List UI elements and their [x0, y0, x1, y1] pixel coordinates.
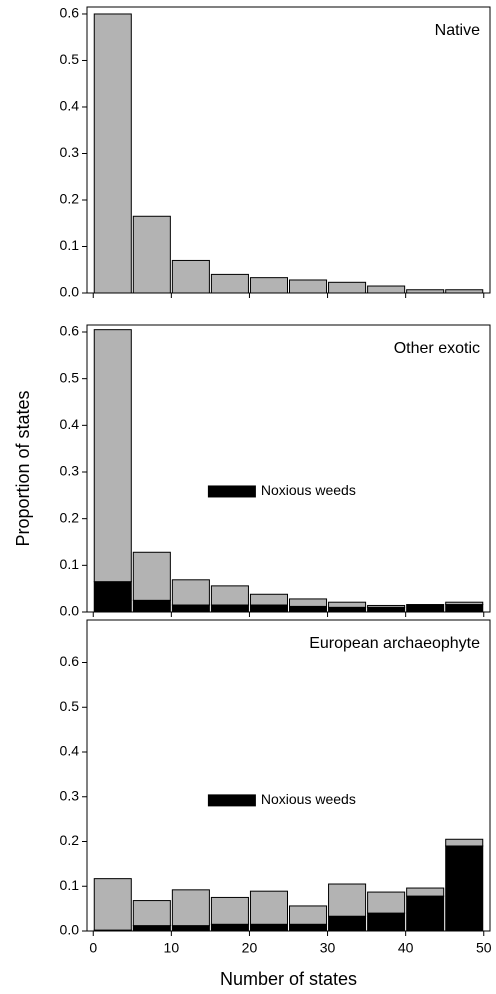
x-tick-label: 50 — [476, 940, 492, 956]
y-tick-label: 0.4 — [60, 98, 80, 114]
y-tick-label: 0.6 — [60, 5, 80, 21]
bar — [171, 579, 210, 606]
bar — [367, 285, 406, 294]
y-tick-label: 0.1 — [60, 877, 80, 893]
y-tick-label: 0.3 — [60, 787, 80, 803]
plot-frame — [86, 6, 491, 294]
panel-label: European archaeophyte — [309, 635, 480, 652]
x-tick-label: 30 — [320, 940, 336, 956]
bar — [210, 273, 249, 294]
y-tick-label: 0.3 — [60, 463, 80, 479]
x-axis-label: Number of states — [220, 969, 357, 989]
panel-label: Other exotic — [394, 340, 480, 357]
bar — [249, 593, 289, 606]
y-tick-label: 0.5 — [60, 51, 80, 67]
legend-label: Noxious weeds — [261, 482, 356, 498]
bar — [132, 599, 171, 613]
y-tick-label: 0.0 — [60, 922, 80, 938]
y-tick-label: 0.2 — [60, 832, 80, 848]
bar — [93, 581, 132, 613]
bar — [289, 923, 328, 932]
bar — [93, 13, 132, 294]
legend-swatch — [207, 794, 256, 807]
bar — [210, 585, 249, 606]
bar — [328, 281, 367, 294]
bar — [249, 604, 289, 613]
bar — [249, 277, 289, 294]
plot-frame — [86, 619, 491, 932]
bar — [210, 923, 249, 932]
legend-swatch — [207, 485, 256, 498]
bar — [328, 915, 367, 932]
plot-frame — [86, 324, 491, 613]
y-tick-label: 0.6 — [60, 653, 80, 669]
bar — [367, 606, 406, 613]
bar — [328, 606, 367, 613]
bar — [210, 896, 249, 925]
bar — [171, 925, 210, 932]
x-tick-label: 20 — [242, 940, 258, 956]
bar — [328, 883, 367, 917]
bar — [289, 279, 328, 294]
bar — [328, 601, 367, 608]
bar — [171, 259, 210, 294]
bar — [132, 215, 171, 294]
bar — [93, 878, 132, 931]
panel-label: Native — [435, 22, 480, 39]
y-tick-label: 0.1 — [60, 556, 80, 572]
bar — [406, 895, 445, 932]
y-tick-label: 0.5 — [60, 698, 80, 714]
bar — [445, 845, 484, 932]
legend-label: Noxious weeds — [261, 791, 356, 807]
bar — [132, 900, 171, 927]
y-tick-label: 0.3 — [60, 144, 80, 160]
bar — [367, 891, 406, 914]
y-tick-label: 0.2 — [60, 191, 80, 207]
bar — [93, 329, 132, 583]
bar — [171, 889, 210, 927]
y-axis-label: Proportion of states — [13, 390, 33, 546]
y-tick-label: 0.5 — [60, 369, 80, 385]
x-tick-label: 10 — [164, 940, 180, 956]
bar — [445, 604, 484, 613]
x-tick-label: 0 — [89, 940, 97, 956]
bar — [132, 925, 171, 932]
bar — [249, 923, 289, 932]
bar — [210, 604, 249, 613]
bar — [367, 604, 406, 608]
bar — [289, 905, 328, 925]
bar — [406, 604, 445, 613]
bar — [132, 551, 171, 601]
x-tick-label: 40 — [398, 940, 414, 956]
y-tick-label: 0.6 — [60, 323, 80, 339]
bar — [445, 601, 484, 606]
bar — [445, 838, 484, 847]
bar — [367, 912, 406, 932]
y-tick-label: 0.4 — [60, 416, 80, 432]
bar — [289, 598, 328, 607]
y-tick-label: 0.4 — [60, 743, 80, 759]
y-tick-label: 0.2 — [60, 509, 80, 525]
bar — [171, 604, 210, 613]
y-tick-label: 0.0 — [60, 284, 80, 300]
bar — [249, 890, 289, 925]
bar — [406, 887, 445, 897]
bar — [289, 605, 328, 613]
y-tick-label: 0.1 — [60, 237, 80, 253]
y-tick-label: 0.0 — [60, 603, 80, 619]
